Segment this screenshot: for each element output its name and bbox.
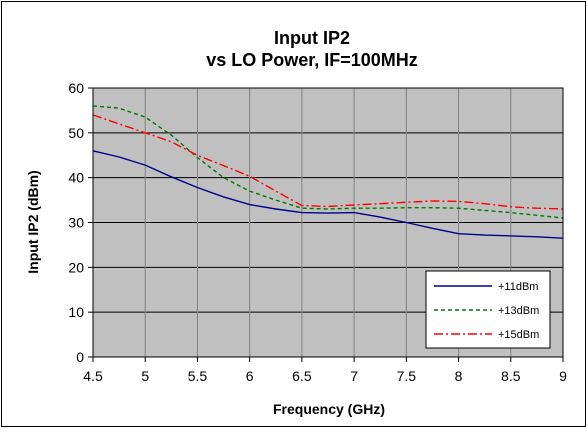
x-tick-label: 6.5 — [292, 368, 312, 384]
y-axis-label: Input IP2 (dBm) — [25, 170, 41, 273]
chart-subtitle: vs LO Power, IF=100MHz — [206, 50, 418, 70]
y-tick-label: 40 — [68, 170, 84, 186]
x-tick-label: 5.5 — [188, 368, 208, 384]
y-tick-label: 30 — [68, 215, 84, 231]
y-tick-label: 50 — [68, 125, 84, 141]
x-tick-label: 6 — [246, 368, 254, 384]
x-tick-label: 8 — [455, 368, 463, 384]
legend-label: +11dBm — [498, 281, 538, 293]
legend-box — [425, 270, 551, 349]
legend-label: +15dBm — [498, 329, 539, 341]
x-tick-label: 9 — [559, 368, 567, 384]
x-tick-label: 5 — [141, 368, 149, 384]
x-tick-label: 4.5 — [83, 368, 103, 384]
x-tick-label: 7.5 — [397, 368, 417, 384]
series-layer — [92, 105, 564, 239]
y-tick-label: 20 — [68, 259, 84, 275]
y-tick-label: 60 — [68, 80, 84, 96]
series-line-11dbm — [92, 150, 564, 239]
y-tick-label: 0 — [76, 349, 84, 365]
series-line-13dbm — [92, 105, 564, 219]
y-tick-label: 10 — [68, 304, 84, 320]
legend-label: +13dBm — [498, 305, 539, 317]
legend: +11dBm +13dBm +15dBm — [425, 270, 551, 349]
series-line-15dbm — [92, 114, 564, 210]
x-tick-label: 8.5 — [501, 368, 521, 384]
x-tick-label: 7 — [350, 368, 358, 384]
x-axis-label: Frequency (GHz) — [273, 401, 385, 417]
axis-ticks: 0 10 20 30 40 50 60 4.5 5 5.5 6 6.5 7 7.5 8 8.5 9 — [68, 80, 567, 384]
chart-title: Input IP2 — [274, 28, 350, 48]
